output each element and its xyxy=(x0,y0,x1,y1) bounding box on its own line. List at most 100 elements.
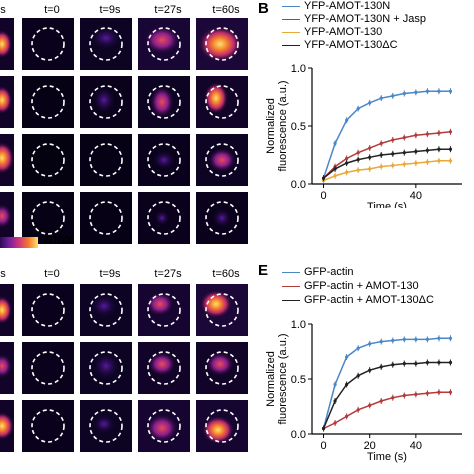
y-axis-label-line2: fluorescence (a.u.) xyxy=(277,333,289,424)
time-label: t=9s xyxy=(99,268,121,280)
time-label: 5s xyxy=(0,268,6,280)
data-point xyxy=(402,136,406,140)
data-point xyxy=(448,159,453,163)
data-point xyxy=(368,368,372,372)
x-tick-label: 40 xyxy=(410,440,422,452)
data-point xyxy=(448,89,453,93)
data-point xyxy=(437,390,441,394)
data-point xyxy=(345,355,349,359)
data-point xyxy=(425,89,429,93)
data-point xyxy=(356,408,360,412)
series-line xyxy=(322,361,451,429)
legend-b: YFP-AMOT-130N YFP-AMOT-130N + Jasp YFP-A… xyxy=(282,0,474,56)
bottom-image-grid xyxy=(0,284,248,452)
y-tick-label: 0.0 xyxy=(291,429,306,441)
legend-e: GFP-actin GFP-actin + AMOT-130 GFP-actin… xyxy=(282,266,474,310)
data-point xyxy=(333,167,337,171)
data-point xyxy=(345,156,349,161)
data-point xyxy=(391,94,395,98)
data-point xyxy=(425,360,429,365)
data-point xyxy=(402,337,406,341)
series-line xyxy=(322,90,451,179)
data-point xyxy=(414,133,418,137)
data-point xyxy=(425,160,429,164)
data-point xyxy=(414,362,418,366)
legend-label: YFP-AMOT-130N + Jasp xyxy=(304,13,426,25)
x-tick-label: 0 xyxy=(320,440,326,452)
data-point xyxy=(368,146,372,150)
data-point xyxy=(448,360,453,365)
data-point xyxy=(345,382,349,387)
legend-swatch xyxy=(282,6,300,7)
data-point xyxy=(379,365,383,369)
data-point xyxy=(425,337,429,341)
legend-label: GFP-actin + AMOT-130ΔC xyxy=(304,294,434,306)
legend-swatch xyxy=(282,300,300,301)
data-point xyxy=(437,159,441,163)
data-point xyxy=(448,147,453,151)
data-point xyxy=(414,90,418,94)
data-point xyxy=(391,152,395,156)
series-line xyxy=(323,160,451,182)
data-point xyxy=(402,91,406,96)
data-point xyxy=(368,101,372,105)
data-point xyxy=(379,340,383,344)
data-point xyxy=(345,414,349,418)
data-point xyxy=(333,174,337,178)
x-axis-label: Time (s) xyxy=(367,451,407,463)
data-point xyxy=(321,426,326,431)
data-point xyxy=(425,391,429,395)
top-image-grid xyxy=(0,18,248,244)
microscopy-panels xyxy=(0,18,248,452)
data-point xyxy=(425,132,429,136)
x-tick-label: 40 xyxy=(410,190,422,202)
colorbar xyxy=(0,237,38,248)
legend-label: GFP-actin xyxy=(304,266,354,278)
data-point xyxy=(345,161,349,165)
legend-label: YFP-AMOT-130ΔC xyxy=(304,39,398,51)
data-point xyxy=(333,399,337,403)
data-point xyxy=(437,147,441,151)
roi-circles-top xyxy=(31,27,239,235)
data-point xyxy=(379,96,383,100)
data-point xyxy=(391,338,395,343)
panel-letter-b: B xyxy=(258,0,269,17)
legend-label: YFP-AMOT-130 xyxy=(304,26,383,38)
legend-swatch xyxy=(282,32,300,33)
data-point xyxy=(356,346,360,350)
x-axis-label: Time (s) xyxy=(367,201,407,208)
y-tick-label: 0.5 xyxy=(291,121,306,133)
series-line xyxy=(322,337,451,429)
data-point xyxy=(356,374,360,378)
data-point xyxy=(368,403,372,407)
data-point xyxy=(437,131,441,135)
data-point xyxy=(356,158,360,162)
series-line xyxy=(323,131,451,179)
data-point xyxy=(356,151,360,155)
time-label: t=0 xyxy=(44,4,60,16)
data-point xyxy=(368,167,372,171)
data-point xyxy=(379,141,383,145)
roi-circles-bottom xyxy=(31,293,239,443)
time-label: t=9s xyxy=(99,4,121,16)
y-tick-label: 0.0 xyxy=(291,179,306,191)
y-axis-label: Normalized xyxy=(265,98,277,154)
legend-swatch xyxy=(282,272,300,273)
legend-label: YFP-AMOT-130N xyxy=(304,0,391,12)
data-point xyxy=(437,360,441,365)
legend-swatch xyxy=(282,45,300,46)
data-point xyxy=(333,382,337,387)
data-point xyxy=(402,151,406,155)
data-point xyxy=(402,162,406,166)
time-label: t=60s xyxy=(212,268,240,280)
time-label: t=27s xyxy=(154,4,182,16)
data-point xyxy=(368,155,372,159)
data-point xyxy=(437,336,441,340)
y-tick-label: 1.0 xyxy=(291,63,306,75)
time-label: 5s xyxy=(0,4,6,16)
data-point xyxy=(425,148,429,152)
data-point xyxy=(379,153,383,157)
data-point xyxy=(448,130,453,134)
data-point xyxy=(356,107,360,111)
